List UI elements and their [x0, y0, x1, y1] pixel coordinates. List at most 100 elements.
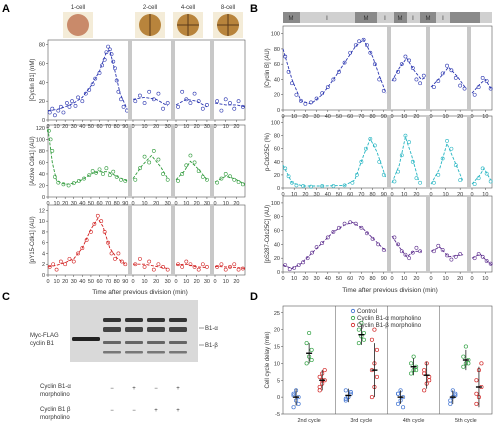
- division-band: [387, 116, 391, 188]
- data-point: [453, 76, 458, 80]
- data-point: [399, 249, 404, 254]
- data-point: [196, 99, 201, 104]
- data-point: [418, 249, 423, 254]
- y-tick-label: -5: [275, 412, 280, 418]
- data-point: [305, 256, 310, 261]
- y-tick-label: 0: [42, 273, 45, 279]
- data-point: [411, 354, 416, 359]
- y-tick-label: 0: [42, 195, 45, 201]
- data-point: [368, 137, 373, 141]
- data-point: [374, 374, 379, 379]
- data-point: [399, 62, 404, 67]
- plot-D: -5 0 5 10 15 20 25 Cell cycle delay (min) 2nd cy…: [265, 305, 493, 424]
- fit-curve: [214, 175, 246, 185]
- division-band: [387, 196, 391, 272]
- x-tick-label: 10: [482, 114, 488, 120]
- x-tick-label: 10: [54, 279, 60, 285]
- blot-band: [72, 337, 100, 341]
- data-point: [445, 253, 449, 258]
- x-tick-label: 20: [457, 276, 463, 282]
- data-point: [361, 337, 366, 342]
- x-tick-label: 10: [443, 192, 449, 198]
- x-tick-label: 10: [54, 124, 60, 130]
- data-point: [147, 259, 152, 264]
- x-tick-label: 20: [457, 192, 463, 198]
- x-tick-label: 70: [105, 201, 111, 207]
- data-point: [396, 401, 401, 406]
- data-point: [474, 391, 479, 396]
- y-tick-label: 40: [39, 80, 45, 86]
- legend-symbol: [350, 308, 356, 314]
- x-tick-label: 40: [79, 124, 85, 130]
- cycle-bar-segment: [450, 12, 480, 23]
- x-tick-label: 20: [62, 124, 68, 130]
- data-point: [109, 251, 114, 256]
- data-point: [67, 104, 72, 109]
- data-point: [200, 262, 205, 267]
- data-point: [133, 177, 138, 182]
- x-tick-label: 30: [165, 124, 171, 130]
- data-point: [101, 172, 105, 176]
- blot-row1-mark: −: [110, 386, 114, 392]
- data-point: [70, 99, 74, 104]
- data-point: [399, 153, 404, 158]
- data-point: [309, 100, 313, 105]
- cycle-bar-segment: [355, 12, 377, 23]
- cycle-bar-segment: [300, 12, 355, 23]
- x-tick-label: 40: [325, 192, 331, 198]
- data-point: [240, 182, 245, 187]
- data-point: [461, 364, 466, 369]
- legend-symbol: [350, 315, 356, 321]
- data-point: [111, 169, 116, 174]
- x-tick-label: 80: [114, 201, 120, 207]
- data-point: [343, 396, 348, 401]
- data-point: [228, 174, 232, 179]
- blot-band: [147, 318, 165, 322]
- y-axis-label: [Active Cdk1] (AU): [30, 136, 36, 185]
- data-point: [156, 157, 161, 162]
- data-point: [240, 104, 245, 109]
- data-point: [414, 368, 419, 373]
- cycle-bar-label: M: [364, 16, 369, 22]
- x-tick-label: 20: [153, 279, 159, 285]
- x-tick-label: 10: [291, 192, 297, 198]
- x-tick-label: 30: [314, 114, 320, 120]
- data-point: [232, 262, 237, 267]
- x-tick-label: 0: [390, 114, 393, 120]
- y-tick-label: 0: [277, 395, 280, 401]
- data-point: [232, 177, 237, 182]
- cycle-bar-label: M: [398, 16, 403, 22]
- x-tick-label: 20: [194, 201, 200, 207]
- data-point: [462, 86, 467, 91]
- legend-label: Cyclin B1-β morpholino: [357, 322, 422, 329]
- blot-band: [103, 327, 121, 332]
- blot-right-label-1: B1-α: [205, 326, 218, 332]
- data-point: [320, 184, 325, 188]
- data-point: [432, 249, 436, 254]
- data-point: [123, 262, 128, 267]
- data-point: [107, 173, 112, 178]
- data-point: [113, 66, 117, 71]
- data-point: [361, 37, 366, 42]
- data-point: [286, 174, 291, 179]
- x-tick-label: 0: [131, 124, 134, 130]
- x-tick-label: 50: [336, 192, 342, 198]
- x-tick-label: 0: [390, 192, 393, 198]
- data-point: [58, 259, 63, 264]
- y-tick-label: 100: [36, 137, 45, 143]
- division-band: [467, 196, 471, 272]
- data-point: [283, 166, 288, 171]
- data-point: [296, 401, 301, 406]
- data-point: [106, 44, 111, 49]
- data-point: [376, 242, 381, 247]
- x-tick-label: 80: [370, 192, 376, 198]
- data-point: [342, 60, 347, 65]
- fit-curve: [175, 98, 208, 108]
- y-tick-label: 80: [274, 134, 280, 140]
- x-tick-label: 30: [165, 201, 171, 207]
- y-tick-label: 20: [39, 183, 45, 189]
- data-point: [97, 71, 102, 75]
